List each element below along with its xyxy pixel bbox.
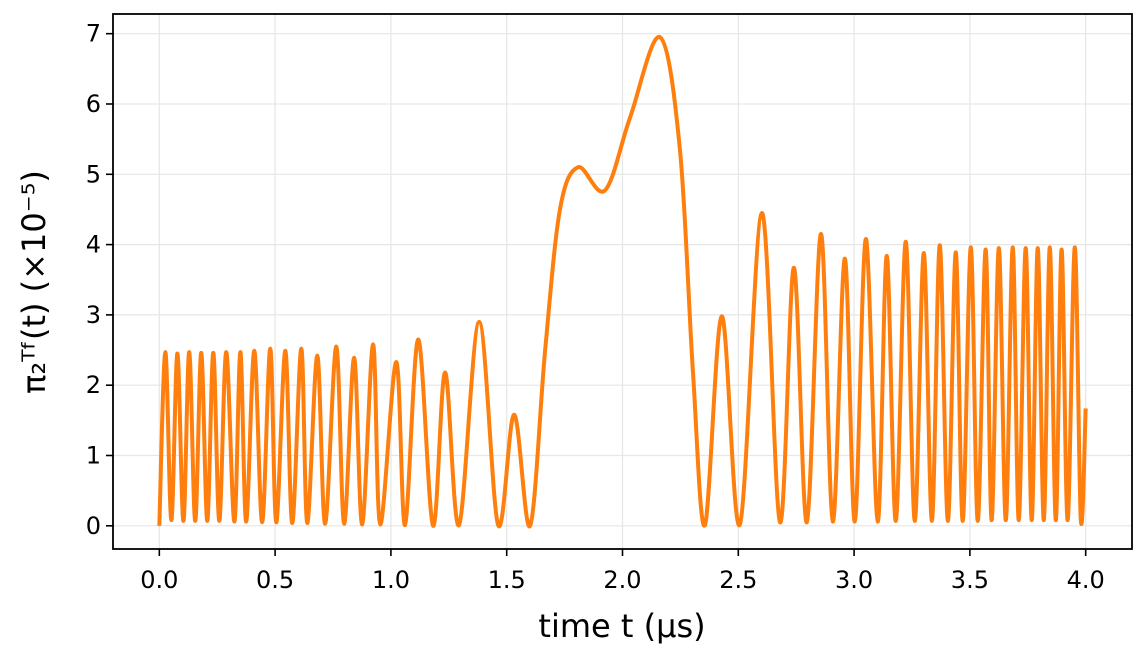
x-tick-label: 1.0 <box>372 566 410 594</box>
x-tick-label: 2.0 <box>603 566 641 594</box>
y-axis-label: π₂ᵀᶠ(t) (×10⁻⁵) <box>15 170 53 394</box>
x-axis-label: time t (μs) <box>538 607 705 645</box>
y-tick-label: 4 <box>86 231 101 259</box>
x-tick-label: 2.5 <box>719 566 757 594</box>
x-tick-label: 3.5 <box>951 566 989 594</box>
y-tick-label: 3 <box>86 301 101 329</box>
x-tick-label: 3.0 <box>835 566 873 594</box>
y-tick-label: 6 <box>86 90 101 118</box>
y-tick-label: 5 <box>86 160 101 188</box>
y-tick-label: 1 <box>86 441 101 469</box>
y-tick-label: 7 <box>86 20 101 48</box>
x-tick-label: 0.5 <box>256 566 294 594</box>
y-tick-label: 2 <box>86 371 101 399</box>
x-tick-label: 4.0 <box>1067 566 1105 594</box>
data-line <box>157 35 1088 529</box>
x-tick-label: 1.5 <box>488 566 526 594</box>
y-tick-label: 0 <box>86 512 101 540</box>
x-tick-label: 0.0 <box>140 566 178 594</box>
plot-frame <box>112 13 1133 550</box>
